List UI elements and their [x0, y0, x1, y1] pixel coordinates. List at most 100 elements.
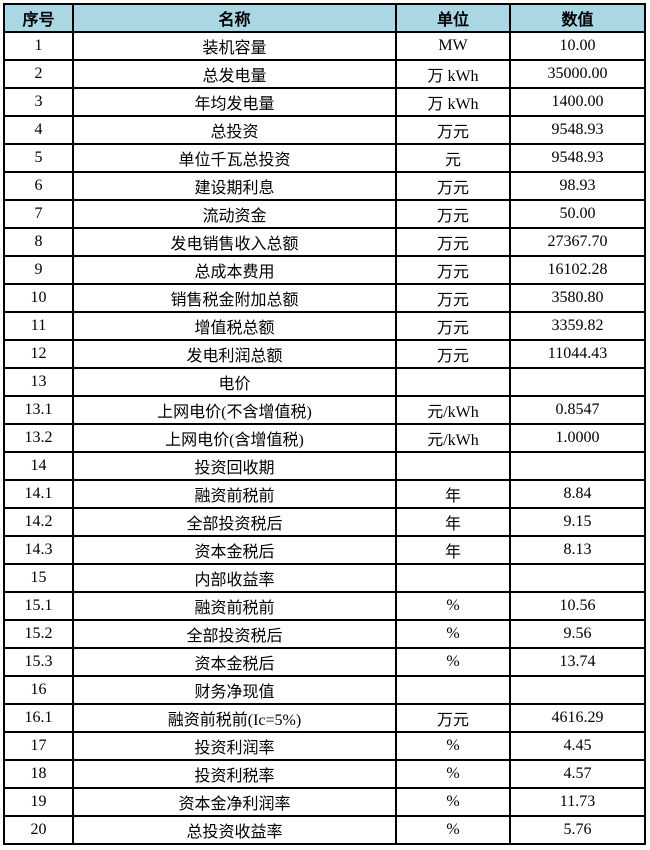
- column-header-no: 序号: [3, 3, 74, 33]
- table-row: 16.1 融资前税前(Ic=5%) 万元 4616.29: [3, 703, 646, 733]
- row-value-cell: 3580.80: [509, 283, 646, 313]
- row-number-cell: 18: [3, 759, 74, 789]
- row-number-cell: 16.1: [3, 703, 74, 733]
- row-number-cell: 15.2: [3, 619, 74, 649]
- row-number-cell: 2: [3, 59, 74, 89]
- row-unit-cell: [395, 563, 511, 593]
- row-value-cell: 1400.00: [509, 87, 646, 117]
- row-value-cell: 10.56: [509, 591, 646, 621]
- row-name-cell: 资本金净利润率: [72, 787, 397, 817]
- row-unit-cell: 万元: [395, 311, 511, 341]
- row-name-cell: 投资利税率: [72, 759, 397, 789]
- row-unit-cell: [395, 451, 511, 481]
- row-value-cell: 50.00: [509, 199, 646, 229]
- row-value-cell: 8.13: [509, 535, 646, 565]
- row-number-cell: 5: [3, 143, 74, 173]
- row-name-cell: 全部投资税后: [72, 619, 397, 649]
- table-row: 13 电价: [3, 367, 646, 397]
- row-value-cell: 9.56: [509, 619, 646, 649]
- row-unit-cell: %: [395, 647, 511, 677]
- table-row: 15.2 全部投资税后% 9.56: [3, 619, 646, 649]
- table-header-row: 序号 名称 单位 数值: [3, 3, 646, 33]
- row-number-cell: 7: [3, 199, 74, 229]
- row-name-cell: 上网电价(不含增值税): [72, 395, 397, 425]
- row-name-cell: 财务净现值: [72, 675, 397, 705]
- row-number-cell: 13.2: [3, 423, 74, 453]
- table-row: 4 总投资 万元 9548.93: [3, 115, 646, 145]
- row-value-cell: [509, 451, 646, 481]
- table-row: 19 资本金净利润率% 11.73: [3, 787, 646, 817]
- row-number-cell: 14.1: [3, 479, 74, 509]
- row-name-cell: 投资回收期: [72, 451, 397, 481]
- table-row: 3 年均发电量万 kWh 1400.00: [3, 87, 646, 117]
- row-number-cell: 9: [3, 255, 74, 285]
- column-header-name: 名称: [72, 3, 397, 33]
- row-value-cell: 0.8547: [509, 395, 646, 425]
- row-value-cell: 11.73: [509, 787, 646, 817]
- row-number-cell: 14.3: [3, 535, 74, 565]
- row-value-cell: 8.84: [509, 479, 646, 509]
- row-value-cell: 4.57: [509, 759, 646, 789]
- row-value-cell: 1.0000: [509, 423, 646, 453]
- row-number-cell: 14.2: [3, 507, 74, 537]
- row-name-cell: 发电利润总额: [72, 339, 397, 369]
- row-unit-cell: 年: [395, 479, 511, 509]
- row-value-cell: 10.00: [509, 31, 646, 61]
- row-unit-cell: 万 kWh: [395, 59, 511, 89]
- row-name-cell: 全部投资税后: [72, 507, 397, 537]
- table-row: 13.1 上网电价(不含增值税) 元/kWh 0.8547: [3, 395, 646, 425]
- financial-summary-table: 序号 名称 单位 数值 1 装机容量 MW 10.00 2 总发电量万 kWh 35000.…: [3, 3, 646, 845]
- table-row: 6 建设期利息 万元 98.93: [3, 171, 646, 201]
- row-name-cell: 销售税金附加总额: [72, 283, 397, 313]
- row-unit-cell: MW: [395, 31, 511, 61]
- row-unit-cell: 年: [395, 535, 511, 565]
- table-row: 1 装机容量 MW 10.00: [3, 31, 646, 61]
- row-unit-cell: 万元: [395, 115, 511, 145]
- row-name-cell: 总投资: [72, 115, 397, 145]
- table-row: 10 销售税金附加总额 万元 3580.80: [3, 283, 646, 313]
- row-number-cell: 12: [3, 339, 74, 369]
- table-row: 9 总成本费用 万元 16102.28: [3, 255, 646, 285]
- row-unit-cell: 万元: [395, 283, 511, 313]
- row-value-cell: 9548.93: [509, 143, 646, 173]
- row-value-cell: 9548.93: [509, 115, 646, 145]
- table-row: 14.3 资本金税后年 8.13: [3, 535, 646, 565]
- row-number-cell: 4: [3, 115, 74, 145]
- table-row: 14 投资回收期: [3, 451, 646, 481]
- row-name-cell: 上网电价(含增值税): [72, 423, 397, 453]
- row-name-cell: 建设期利息: [72, 171, 397, 201]
- row-value-cell: 3359.82: [509, 311, 646, 341]
- row-number-cell: 3: [3, 87, 74, 117]
- row-number-cell: 15.1: [3, 591, 74, 621]
- row-name-cell: 内部收益率: [72, 563, 397, 593]
- row-unit-cell: %: [395, 759, 511, 789]
- row-unit-cell: [395, 367, 511, 397]
- row-unit-cell: 万元: [395, 255, 511, 285]
- row-number-cell: 14: [3, 451, 74, 481]
- table-row: 8 发电销售收入总额 万元 27367.70: [3, 227, 646, 257]
- row-value-cell: 98.93: [509, 171, 646, 201]
- table-row: 14.1 融资前税前年 8.84: [3, 479, 646, 509]
- row-name-cell: 资本金税后: [72, 535, 397, 565]
- row-unit-cell: 万元: [395, 227, 511, 257]
- row-unit-cell: 年: [395, 507, 511, 537]
- table-row: 11 增值税总额 万元 3359.82: [3, 311, 646, 341]
- row-unit-cell: 万元: [395, 339, 511, 369]
- table-row: 18 投资利税率% 4.57: [3, 759, 646, 789]
- row-number-cell: 13.1: [3, 395, 74, 425]
- row-unit-cell: 万元: [395, 703, 511, 733]
- row-name-cell: 单位千瓦总投资: [72, 143, 397, 173]
- table-row: 13.2 上网电价(含增值税) 元/kWh 1.0000: [3, 423, 646, 453]
- row-value-cell: 4.45: [509, 731, 646, 761]
- row-value-cell: [509, 367, 646, 397]
- row-name-cell: 增值税总额: [72, 311, 397, 341]
- table-row: 7 流动资金 万元 50.00: [3, 199, 646, 229]
- row-value-cell: [509, 563, 646, 593]
- row-number-cell: 11: [3, 311, 74, 341]
- row-number-cell: 15: [3, 563, 74, 593]
- row-name-cell: 电价: [72, 367, 397, 397]
- row-number-cell: 1: [3, 31, 74, 61]
- table-row: 16 财务净现值: [3, 675, 646, 705]
- row-value-cell: 11044.43: [509, 339, 646, 369]
